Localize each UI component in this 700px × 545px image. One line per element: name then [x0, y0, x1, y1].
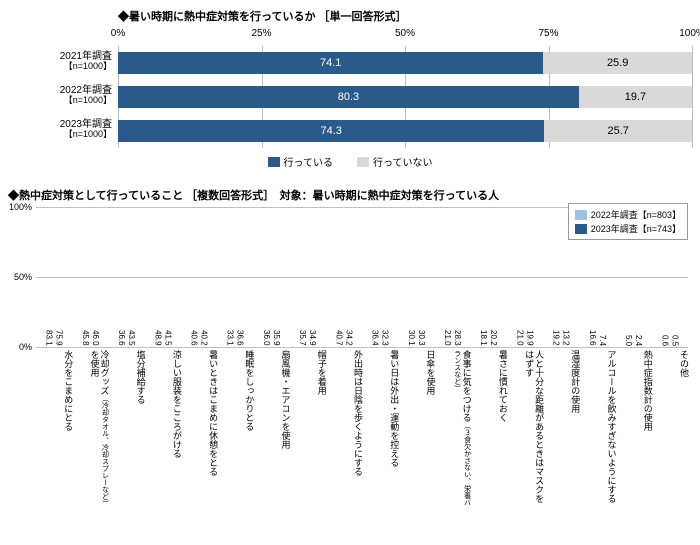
- chart2-category-label: 塩分補給する: [108, 347, 144, 507]
- chart1-xtick: 100%: [679, 28, 700, 39]
- chart2-category-label: 帽子を着用: [290, 347, 326, 507]
- chart1-gridline: [692, 46, 693, 148]
- chart2-x-axis: 水分をこまめにとる冷却グッズ（冷却タオル、冷却スプレーなど）を使用塩分補給する涼…: [36, 347, 688, 507]
- chart2-bar-value: 36.0: [262, 330, 271, 347]
- chart2-category-label: アルコールを飲みすぎないようにする: [579, 347, 615, 507]
- chart1-segment: 74.3: [118, 120, 544, 142]
- chart2-legend-item: 2022年調査【n=803】: [575, 208, 681, 221]
- chart1-bar-row: 74.325.7: [118, 114, 692, 148]
- chart2-legend-item: 2023年調査【n=743】: [575, 222, 681, 235]
- chart2-bar-value: 40.2: [199, 330, 208, 347]
- chart1-row-label: 2021年調査【n=1000】: [8, 44, 118, 78]
- chart1-xtick: 25%: [251, 28, 271, 39]
- chart1-segment: 74.1: [118, 52, 543, 74]
- chart2-category-label: 暑いときはこまめに休憩をとる: [181, 347, 217, 507]
- chart2-category-label: 温湿度計の使用: [543, 347, 579, 507]
- chart2-bar-value: 19.9: [525, 330, 534, 347]
- chart2-bar-value: 18.1: [479, 330, 488, 347]
- chart2-category-label: 熱中症指数計の使用: [616, 347, 652, 507]
- chart2-grouped-bar: ◆熱中症対策として行っていること ［複数回答形式］ 対象：暑い時期に熱中症対策を…: [8, 187, 692, 507]
- chart1-x-axis: 0%25%50%75%100%: [118, 28, 692, 44]
- chart2-category-label: 日傘を使用: [398, 347, 434, 507]
- chart2-category-label: 外出時は日陰を歩くようにする: [326, 347, 362, 507]
- chart2-bar-value: 21.0: [443, 330, 452, 347]
- chart1-plot: 2021年調査【n=1000】2022年調査【n=1000】2023年調査【n=…: [8, 28, 692, 148]
- chart2-category-label: 食事に気をつける（３食欠かさない、栄養バランスなど）: [434, 347, 470, 507]
- chart2-category-label: 水分をこまめにとる: [36, 347, 72, 507]
- chart2-gridline: [36, 347, 688, 348]
- chart2-bar-value: 75.9: [55, 330, 64, 347]
- chart2-bar-value: 35.9: [272, 330, 281, 347]
- chart2-bar-value: 0.5: [670, 335, 679, 347]
- chart2-bar-value: 30.1: [407, 330, 416, 347]
- chart1-bars: 74.125.980.319.774.325.7: [118, 46, 692, 148]
- chart2-bar-value: 21.0: [515, 330, 524, 347]
- chart1-segment: 80.3: [118, 86, 579, 108]
- chart1-row-label: 2023年調査【n=1000】: [8, 112, 118, 146]
- chart1-legend-item: 行っている: [268, 154, 334, 169]
- chart2-bar-value: 35.7: [298, 330, 307, 347]
- chart2-plot: 2022年調査【n=803】2023年調査【n=743】 83.175.9 45.…: [36, 207, 688, 347]
- chart2-bar-value: 2.4: [634, 335, 643, 347]
- chart2-bar-value: 33.1: [226, 330, 235, 347]
- chart1-bar-row: 74.125.9: [118, 46, 692, 80]
- chart1-xtick: 50%: [395, 28, 415, 39]
- chart2-bar-value: 13.2: [562, 330, 571, 347]
- chart2-bar-value: 32.3: [381, 330, 390, 347]
- chart1-y-axis: 2021年調査【n=1000】2022年調査【n=1000】2023年調査【n=…: [8, 28, 118, 148]
- chart2-category-label: 暑さに慣れておく: [471, 347, 507, 507]
- chart2-bar-value: 28.3: [453, 330, 462, 347]
- chart2-gridline: [36, 277, 688, 278]
- chart2-bar-value: 20.2: [489, 330, 498, 347]
- chart2-bar-value: 36.6: [117, 330, 126, 347]
- chart2-bar-value: 7.4: [598, 335, 607, 347]
- chart2-category-label: 冷却グッズ（冷却タオル、冷却スプレーなど）を使用: [72, 347, 108, 507]
- chart2-bar-value: 41.5: [163, 330, 172, 347]
- chart2-title: ◆熱中症対策として行っていること ［複数回答形式］ 対象：暑い時期に熱中症対策を…: [8, 187, 692, 203]
- chart1-row-label: 2022年調査【n=1000】: [8, 78, 118, 112]
- chart2-bar-value: 40.6: [189, 330, 198, 347]
- chart2-category-label: その他: [652, 347, 688, 507]
- chart2-bar-value: 36.4: [371, 330, 380, 347]
- chart2-category-label: 暑い日は外出・運動を控える: [362, 347, 398, 507]
- chart2-ytick: 100%: [8, 202, 32, 212]
- chart1-bar-row: 80.319.7: [118, 80, 692, 114]
- chart1-segment: 19.7: [579, 86, 692, 108]
- chart2-bar-value: 40.7: [334, 330, 343, 347]
- chart2-ytick: 50%: [8, 272, 32, 282]
- chart2-bar-value: 16.6: [588, 330, 597, 347]
- chart2-bar-value: 30.3: [417, 330, 426, 347]
- chart1-stacked-bar: ◆暑い時期に熱中症対策を行っているか ［単一回答形式］ 2021年調査【n=10…: [8, 8, 692, 169]
- chart2-legend: 2022年調査【n=803】2023年調査【n=743】: [568, 203, 688, 240]
- chart1-xtick: 0%: [111, 28, 125, 39]
- chart2-category-label: 扇風機・エアコンを使用: [253, 347, 289, 507]
- chart2-bar-value: 0.6: [660, 335, 669, 347]
- chart1-title: ◆暑い時期に熱中症対策を行っているか ［単一回答形式］: [118, 8, 692, 24]
- chart2-ytick: 0%: [8, 342, 32, 352]
- chart2-bar-value: 36.6: [236, 330, 245, 347]
- chart2-bar-value: 19.2: [552, 330, 561, 347]
- chart1-xtick: 75%: [538, 28, 558, 39]
- chart2-bar-value: 34.2: [344, 330, 353, 347]
- chart1-segment: 25.7: [544, 120, 692, 142]
- chart2-bar-value: 45.8: [81, 330, 90, 347]
- chart1-legend: 行っている 行っていない: [8, 154, 692, 169]
- chart2-bar-value: 5.0: [624, 335, 633, 347]
- chart1-segment: 25.9: [543, 52, 692, 74]
- chart2-bar-value: 48.9: [153, 330, 162, 347]
- chart2-bar-value: 43.5: [127, 330, 136, 347]
- chart2-bar-value: 83.1: [45, 330, 54, 347]
- chart2-bar-value: 46.0: [91, 330, 100, 347]
- chart1-legend-item: 行っていない: [357, 154, 433, 169]
- chart2-category-label: 睡眠をしっかりとる: [217, 347, 253, 507]
- chart2-category-label: 涼しい服装をこころがける: [145, 347, 181, 507]
- chart2-category-label: 人と十分な距離があるときはマスクをはずす: [507, 347, 543, 507]
- chart2-bar-value: 34.9: [308, 330, 317, 347]
